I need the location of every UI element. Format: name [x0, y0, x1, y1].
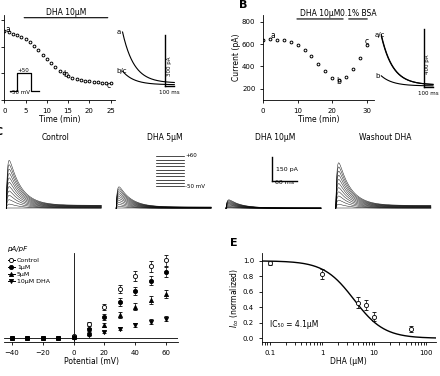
Text: a/c: a/c	[375, 32, 385, 38]
Title: DHA 10μM: DHA 10μM	[255, 133, 295, 142]
Text: a: a	[116, 29, 121, 35]
Text: c: c	[106, 81, 110, 90]
Title: Control: Control	[41, 133, 69, 142]
Text: b/c: b/c	[116, 68, 127, 74]
Text: 100 ms: 100 ms	[159, 90, 180, 95]
Text: 400 pA: 400 pA	[425, 54, 430, 74]
X-axis label: DHA (μM): DHA (μM)	[330, 357, 367, 366]
Text: a: a	[6, 25, 11, 34]
Text: pA/pF: pA/pF	[7, 246, 27, 252]
Text: 300 pA: 300 pA	[166, 56, 172, 76]
Text: C: C	[0, 127, 2, 137]
Y-axis label: Current (pA): Current (pA)	[231, 34, 241, 81]
Legend: Control, 1μM, 5μM, 10μM DHA: Control, 1μM, 5μM, 10μM DHA	[7, 258, 50, 284]
Text: 100 ms: 100 ms	[418, 91, 439, 96]
X-axis label: Time (min): Time (min)	[39, 115, 81, 124]
Text: b: b	[337, 77, 341, 86]
Text: E: E	[231, 238, 238, 248]
Title: Washout DHA: Washout DHA	[359, 133, 411, 142]
X-axis label: Time (min): Time (min)	[297, 115, 339, 124]
Text: b: b	[63, 70, 68, 79]
Title: DHA 5μM: DHA 5μM	[147, 133, 183, 142]
Text: DHA 10μM: DHA 10μM	[46, 8, 86, 17]
Text: DHA 10μM: DHA 10μM	[300, 9, 340, 18]
Text: c: c	[365, 37, 369, 46]
Text: a: a	[270, 30, 275, 39]
Text: b: b	[375, 73, 379, 79]
Text: B: B	[239, 0, 247, 10]
X-axis label: Potential (mV): Potential (mV)	[64, 357, 119, 366]
Text: 0.1% BSA: 0.1% BSA	[340, 9, 376, 18]
Y-axis label: $I_{to}$ (normalized): $I_{to}$ (normalized)	[229, 268, 242, 327]
Text: IC₅₀ = 4.1μM: IC₅₀ = 4.1μM	[271, 320, 319, 329]
